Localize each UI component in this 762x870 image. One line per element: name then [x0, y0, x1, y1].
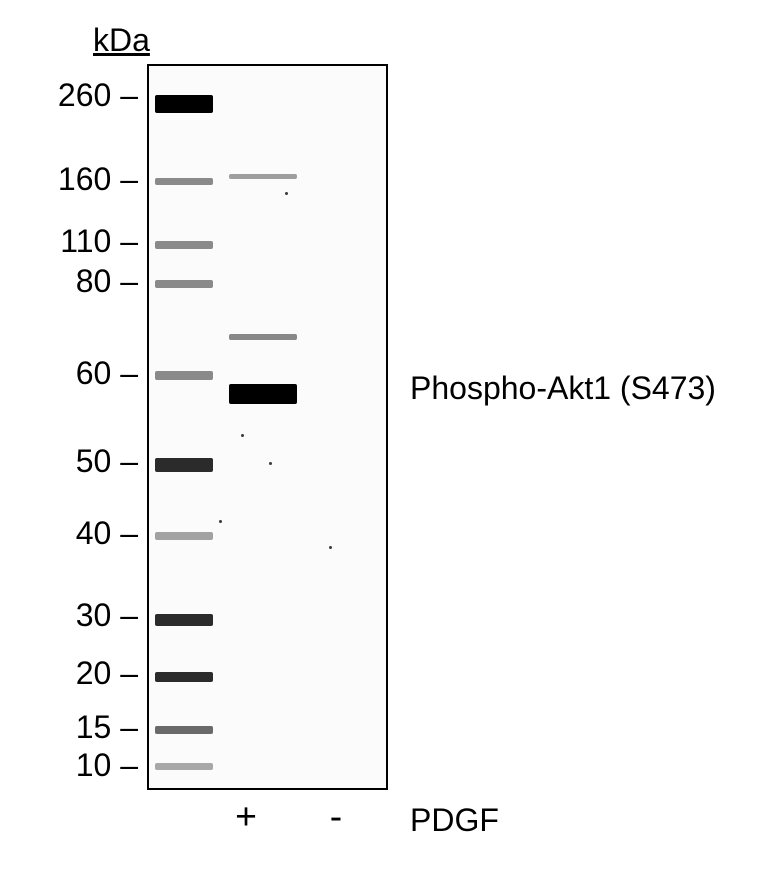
lane-symbol-minus: - [316, 795, 356, 838]
ladder-band-20 [155, 672, 213, 682]
speck [269, 462, 272, 465]
blot-membrane [147, 64, 388, 790]
mw-label-30: 30 – [76, 597, 138, 634]
ladder-band-80 [155, 280, 213, 288]
mw-label-160: 160 – [58, 161, 138, 198]
speck [329, 546, 332, 549]
lane-pdgf-plus [229, 66, 297, 788]
ladder-band-30 [155, 614, 213, 626]
mw-label-110: 110 – [60, 223, 138, 260]
mw-label-20: 20 – [76, 655, 138, 692]
mw-label-10: 10 – [76, 747, 138, 784]
ladder-band-160 [155, 178, 213, 185]
ladder-band-10 [155, 763, 213, 770]
mw-label-15: 15 – [76, 709, 138, 746]
ladder-band-60 [155, 371, 213, 380]
ladder-band-50 [155, 458, 213, 472]
plus-band-phospho-akt1 [229, 384, 297, 404]
kda-header: kDa [93, 22, 150, 59]
mw-label-260: 260 – [58, 77, 138, 114]
target-protein-label: Phospho-Akt1 (S473) [410, 370, 716, 407]
mw-label-50: 50 – [76, 443, 138, 480]
mw-label-40: 40 – [76, 515, 138, 552]
treatment-label: PDGF [410, 802, 499, 839]
western-blot-figure: kDa 260 – 160 – 110 – 80 – 60 – 50 – 40 … [0, 0, 762, 870]
speck [285, 192, 288, 195]
lane-pdgf-minus [313, 66, 381, 788]
lane-symbol-plus: + [226, 795, 266, 838]
plus-band-nonspecific-70 [229, 334, 297, 340]
ladder-band-15 [155, 726, 213, 734]
ladder-band-260 [155, 95, 213, 113]
lane-ladder [155, 66, 213, 788]
speck [219, 520, 222, 523]
ladder-band-110 [155, 241, 213, 249]
mw-label-60: 60 – [76, 355, 138, 392]
mw-label-80: 80 – [76, 263, 138, 300]
speck [241, 434, 244, 437]
ladder-band-40 [155, 532, 213, 540]
plus-band-nonspecific-160 [229, 174, 297, 179]
